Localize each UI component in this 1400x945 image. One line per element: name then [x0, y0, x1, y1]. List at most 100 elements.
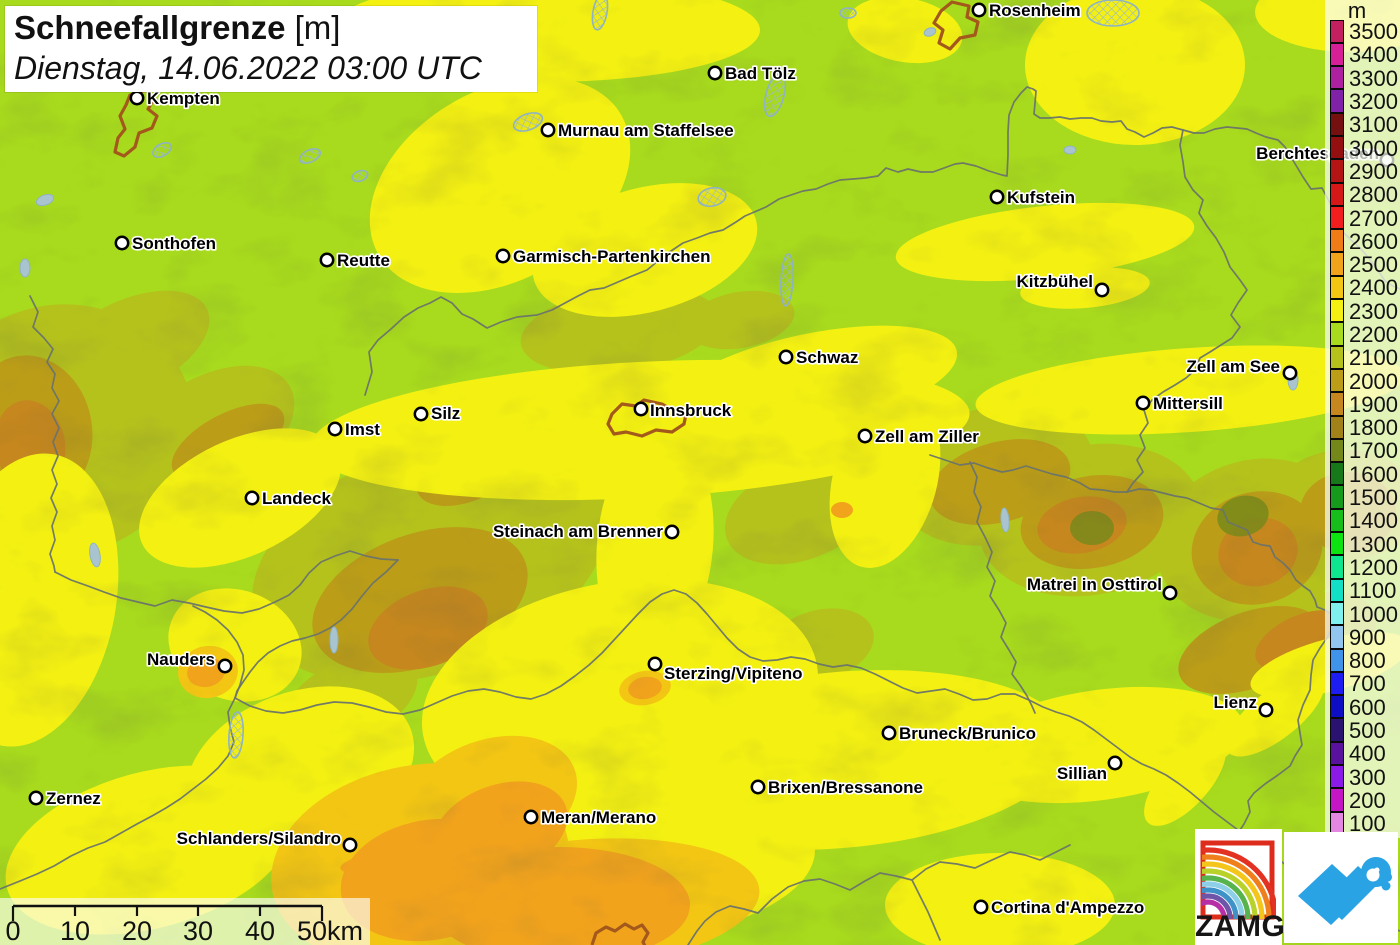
map-title-unit: [m]: [285, 9, 341, 46]
legend-value: 1600: [1349, 461, 1398, 487]
city-label: Silz: [431, 404, 460, 423]
zamg-rainbow-arc: [1202, 847, 1276, 919]
legend-swatch: [1330, 485, 1344, 509]
city: Zernez: [28, 787, 102, 810]
city-label: Brixen/Bressanone: [768, 778, 923, 797]
legend-entry: 2900: [1330, 159, 1398, 183]
legend-swatch: [1330, 345, 1344, 369]
lakes: [19, 0, 1299, 759]
city-marker: [750, 779, 766, 795]
city-label: Bruneck/Brunico: [899, 724, 1036, 743]
zamg-rainbow-arc: [1202, 887, 1239, 919]
city-label: Imst: [345, 420, 380, 439]
city: Cortina d'Ampezzo: [973, 896, 1146, 919]
legend-entry: 200: [1330, 788, 1398, 812]
legend-entry: 300: [1330, 764, 1398, 790]
legend-value: 800: [1349, 648, 1386, 674]
legend-entry: 700: [1330, 671, 1398, 697]
city-marker: [1107, 755, 1123, 771]
city-marker: [217, 658, 233, 674]
city-label: Sillian: [1057, 764, 1107, 783]
city-marker: [319, 252, 335, 268]
legend-entry: 1600: [1330, 461, 1398, 487]
legend-value: 400: [1349, 741, 1386, 767]
legend-value: 3100: [1349, 112, 1398, 138]
legend-swatch: [1330, 252, 1344, 276]
scale-bar-end-label: 50km: [297, 916, 363, 945]
legend-entry: 600: [1330, 695, 1398, 719]
legend-swatch: [1330, 718, 1344, 742]
city-marker: [540, 122, 556, 138]
city: Bruneck/Brunico: [881, 722, 1038, 745]
zamg-rainbow-icon: [1200, 840, 1276, 920]
legend-entry: 400: [1330, 741, 1398, 767]
city-marker: [778, 349, 794, 365]
legend-value: 2600: [1349, 228, 1398, 254]
legend-value: 2500: [1349, 252, 1398, 278]
city-marker: [1162, 585, 1178, 601]
legend-entry: 3400: [1330, 42, 1398, 66]
admin-borders: [0, 86, 1400, 945]
zamg-logo: ZAMG: [1195, 829, 1286, 945]
legend-value: 2200: [1349, 322, 1398, 347]
city: Innsbruck: [633, 399, 733, 422]
city: Lienz: [1212, 691, 1274, 718]
city-label: Nauders: [147, 650, 215, 669]
legend-swatch: [1330, 625, 1344, 649]
legend-value: 1000: [1349, 601, 1398, 627]
legend-value: 3500: [1349, 19, 1398, 45]
legend-entry: 1200: [1330, 554, 1398, 580]
city-label: Kufstein: [1007, 188, 1075, 207]
city-label: Garmisch-Partenkirchen: [513, 247, 710, 266]
legend-swatch: [1330, 578, 1344, 602]
tirol-logo: [1284, 832, 1398, 943]
legend-value: 1700: [1349, 438, 1398, 464]
city: Silz: [413, 402, 462, 425]
zamg-logo-text: ZAMG: [1195, 910, 1286, 943]
legend-swatch: [1330, 741, 1344, 765]
city-marker: [523, 809, 539, 825]
legend-entry: 2800: [1330, 182, 1398, 206]
legend-swatch: [1330, 89, 1344, 113]
city-label: Bad Tölz: [725, 64, 796, 83]
legend-swatch: [1330, 555, 1344, 579]
legend-swatch: [1330, 205, 1344, 230]
legend-value: 100: [1349, 811, 1386, 837]
city: Sillian: [1055, 755, 1123, 785]
city-marker: [881, 725, 897, 741]
legend-entry: 3200: [1330, 89, 1398, 113]
city-marker: [495, 248, 511, 264]
city-marker: [327, 421, 343, 437]
legend-value: 300: [1349, 764, 1386, 790]
scale-bar-tick-label: 10: [60, 916, 90, 945]
legend-entry: 3300: [1330, 65, 1398, 91]
city: Landeck: [244, 487, 333, 510]
city: Garmisch-Partenkirchen: [495, 245, 712, 268]
city: Sterzing/Vipiteno: [647, 656, 804, 685]
city-label: Cortina d'Ampezzo: [991, 898, 1144, 917]
legend-swatch: [1330, 66, 1344, 90]
zamg-rainbow-arc: [1202, 893, 1233, 919]
scale-bar-tick-label: 20: [122, 916, 152, 945]
elevation-legend: m 3500 3400 3300 3200 3100 3000 2900 2800 2700 26…: [1325, 0, 1400, 838]
city-marker: [647, 656, 663, 672]
city-marker: [633, 401, 649, 417]
city-marker: [413, 406, 429, 422]
legend-entry: 1100: [1330, 578, 1398, 602]
city-marker: [971, 2, 987, 18]
legend-entry: 1700: [1330, 438, 1398, 464]
city-label: Meran/Merano: [541, 808, 656, 827]
legend-value: 3300: [1349, 65, 1398, 91]
legend-value: 700: [1349, 671, 1386, 697]
scale-bar-tick-label: 40: [245, 916, 275, 945]
legend-value: 1200: [1349, 554, 1398, 580]
scale-bar-graphic: 0 10 20 30 40 50km: [5, 904, 363, 945]
city-label: Zell am Ziller: [875, 427, 979, 446]
city-label: Schlanders/Silandro: [177, 829, 341, 848]
legend-value: 2300: [1349, 298, 1398, 324]
city-marker: [342, 837, 358, 853]
legend-swatch: [1330, 368, 1344, 393]
city: Brixen/Bressanone: [750, 776, 925, 799]
zamg-rainbow-arc: [1202, 875, 1251, 919]
